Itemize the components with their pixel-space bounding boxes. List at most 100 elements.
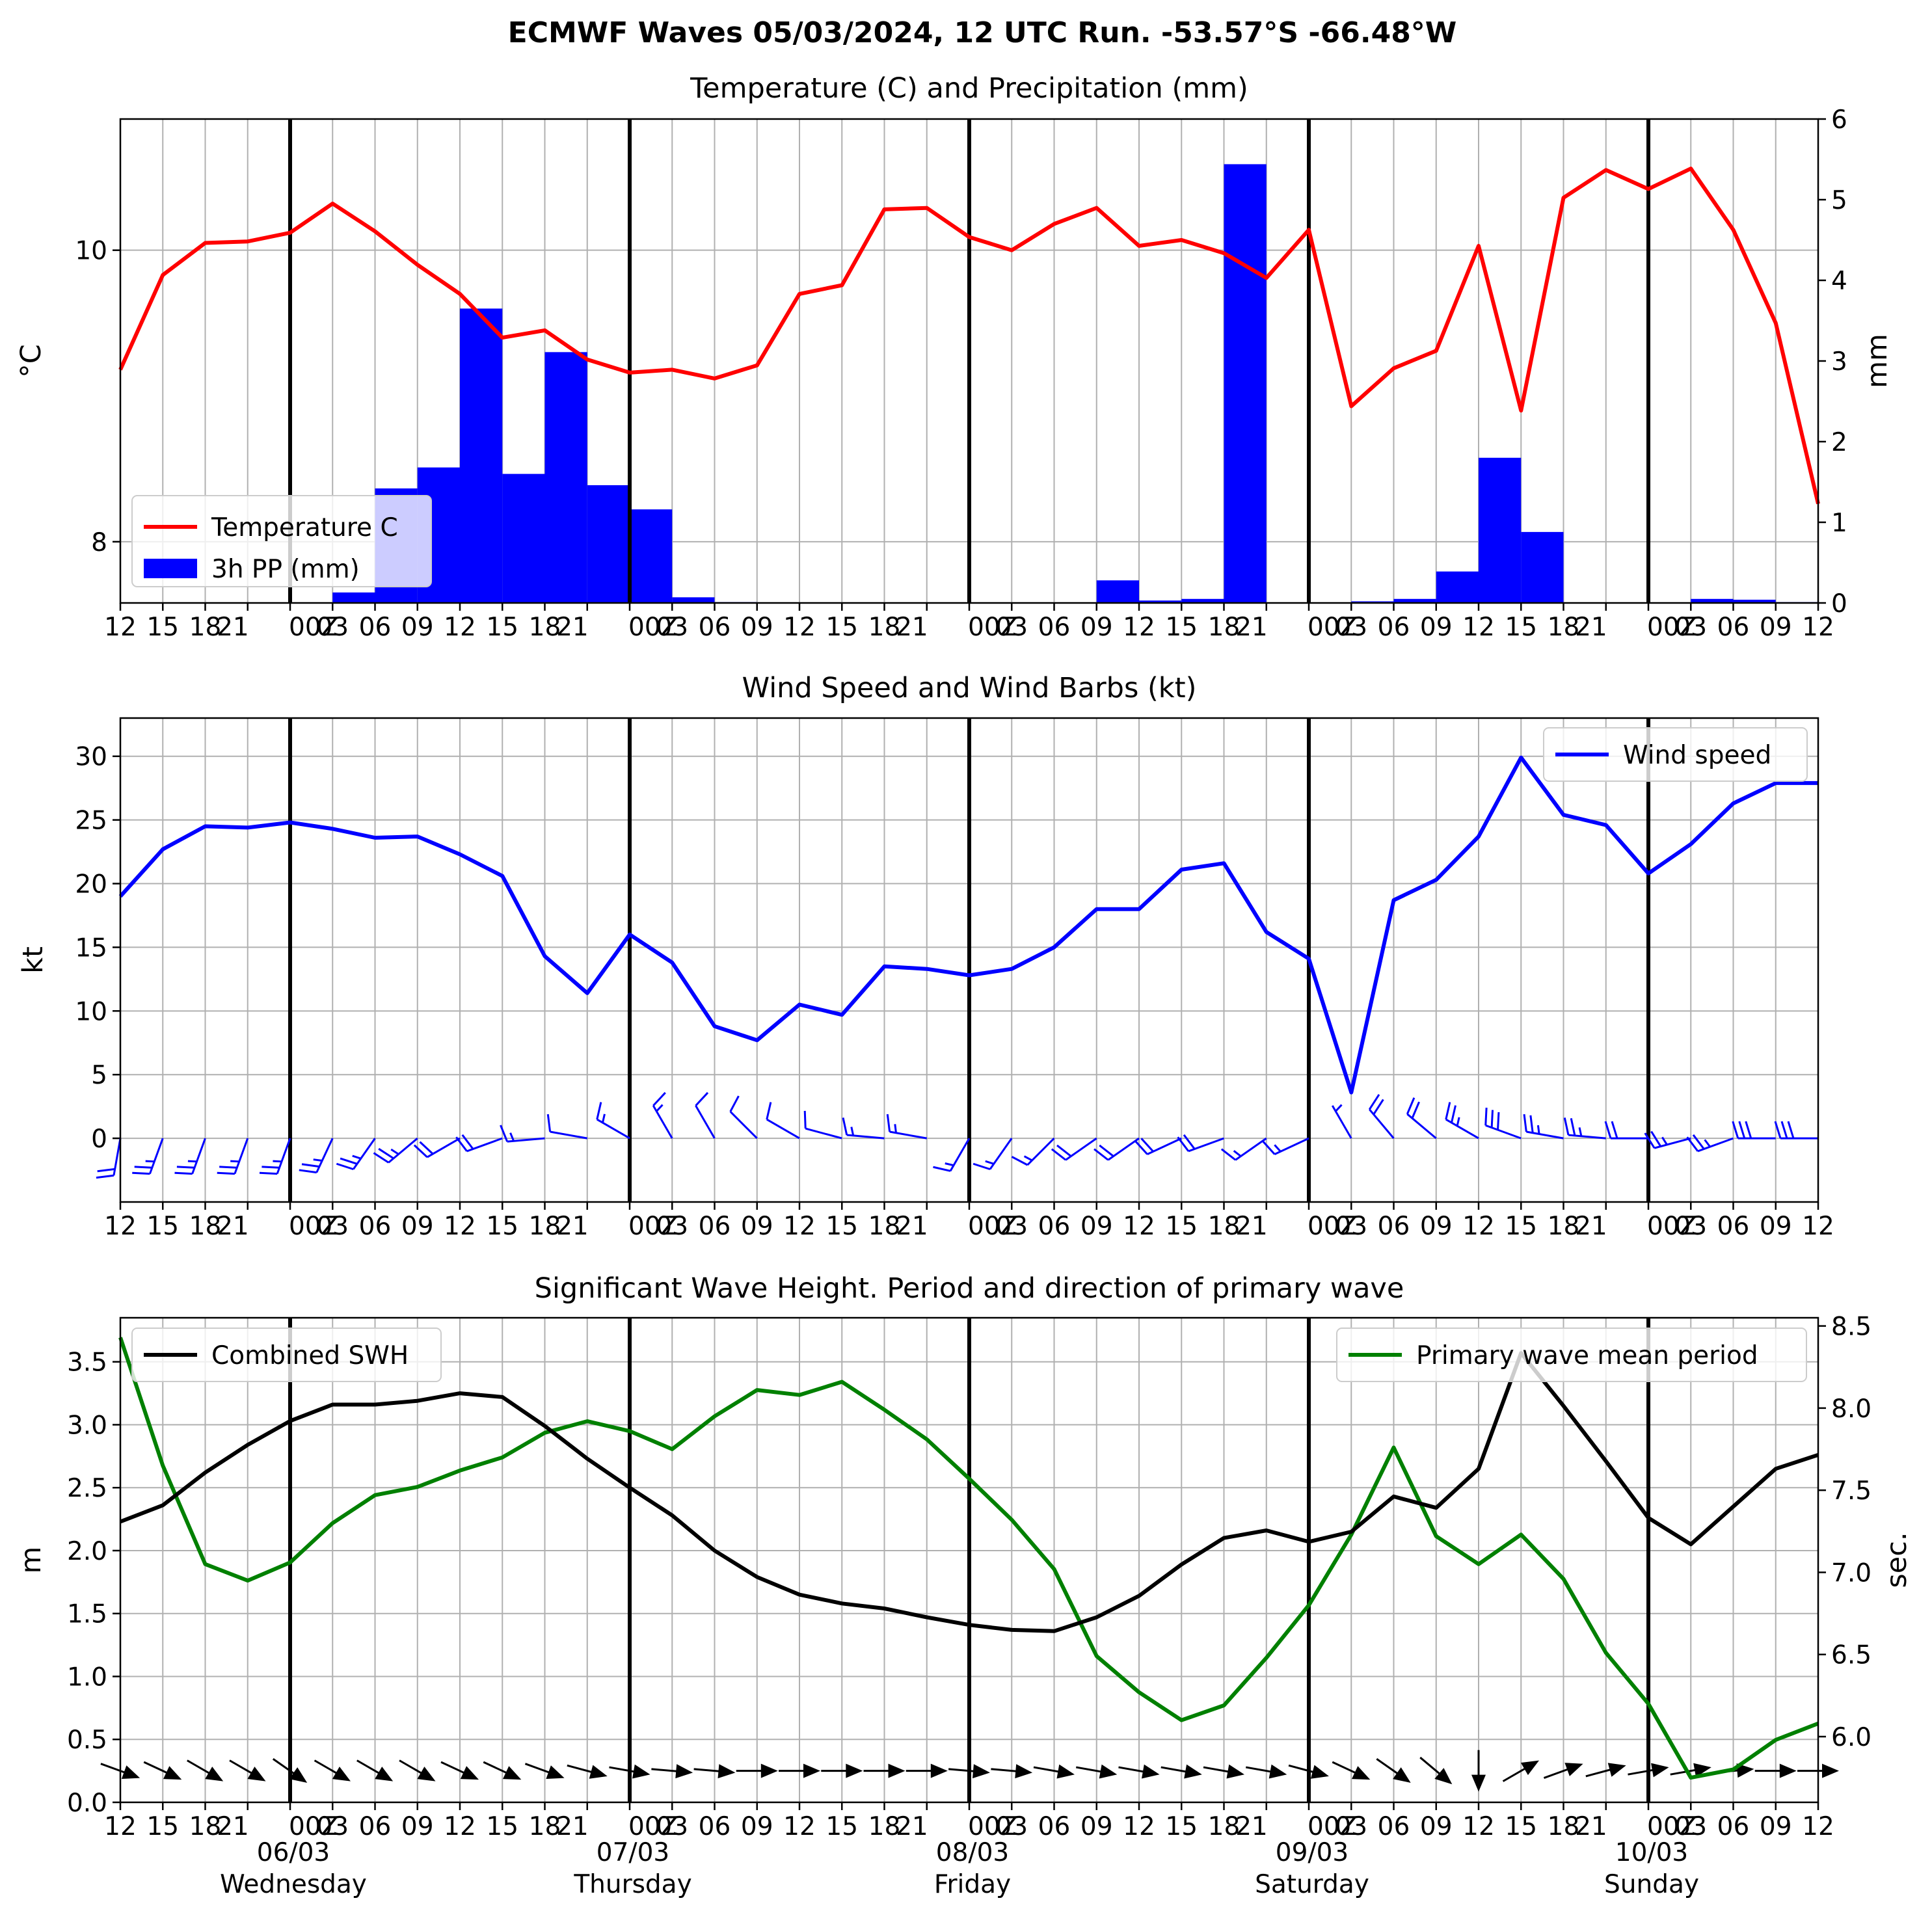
x-tick-label: 12	[104, 1812, 137, 1841]
x-tick-label: 03	[995, 613, 1028, 642]
wave-direction-arrow	[1118, 1764, 1160, 1779]
wind-barb	[1368, 1094, 1395, 1140]
wave-direction-arrow	[356, 1759, 394, 1782]
wind-barb	[973, 1138, 1013, 1171]
x-tick-label: 18	[529, 613, 561, 642]
wind-barb-feather	[461, 1134, 474, 1150]
wind-barb-feather	[1134, 1140, 1148, 1155]
wind-barb-feather	[1274, 1144, 1281, 1153]
wind-barb-feather	[766, 1102, 772, 1120]
x-tick-label: 21	[217, 1812, 249, 1841]
wind-barb-feather	[1051, 1148, 1067, 1161]
wind-barb-feather	[1644, 1132, 1656, 1149]
arrow-head	[1393, 1767, 1411, 1783]
wind-barb-feather	[601, 1114, 606, 1123]
wind-barb-feather	[500, 1125, 509, 1142]
wind-barb	[373, 1137, 418, 1164]
x-tick-label: 21	[1235, 1812, 1268, 1841]
date-label: 10/03	[1615, 1838, 1688, 1867]
wind-barb-feather	[1411, 1101, 1420, 1119]
x-tick-label: 18	[1208, 1812, 1241, 1841]
x-tick-label: 18	[868, 613, 901, 642]
wind-barb-feather	[230, 1160, 239, 1163]
x-tick-label: 06	[1717, 613, 1750, 642]
wind-barb-staff	[695, 1105, 716, 1139]
y-axis-label: m	[15, 1547, 47, 1574]
wind-barb-feather	[419, 1141, 434, 1155]
y-tick-label: 20	[75, 870, 107, 900]
x-tick-label: 18	[1548, 613, 1580, 642]
date-label: 06/03	[257, 1838, 330, 1867]
x-tick-label: 09	[1080, 613, 1113, 642]
day-label: Wednesday	[220, 1870, 367, 1899]
wave-direction-arrow	[1543, 1763, 1583, 1779]
wind-barb-feather	[842, 1117, 848, 1136]
wave-direction-arrow	[1754, 1763, 1797, 1778]
y-tick-label: 2.0	[67, 1537, 107, 1566]
wind-barb-feather	[1529, 1115, 1534, 1133]
y-tick-label: 2.5	[67, 1474, 107, 1503]
wind-barb	[1093, 1137, 1140, 1161]
wind-barb	[174, 1138, 206, 1175]
wave-direction-arrow	[1033, 1764, 1075, 1779]
x-tick-label: 21	[217, 1212, 249, 1241]
y-axis-label: °C	[15, 344, 47, 378]
precip-bar	[630, 509, 673, 603]
legend-box	[131, 1328, 442, 1382]
wind-barb-feather	[1563, 1117, 1570, 1136]
x-tick-label: 15	[1165, 613, 1198, 642]
wave-direction-arrow	[1471, 1750, 1486, 1792]
x-tick-label: 21	[1575, 613, 1607, 642]
wind-barb-feather	[1093, 1148, 1109, 1161]
precip-bar	[1691, 598, 1734, 603]
x-tick-label: 15	[825, 1212, 858, 1241]
x-tick-label: 15	[146, 1812, 179, 1841]
wind-barb-feather	[1570, 1118, 1576, 1136]
x-tick-label: 12	[1123, 1812, 1155, 1841]
x-tick-label: 00Z	[968, 1212, 1017, 1241]
wind-barb-feather	[850, 1127, 855, 1136]
wave-direction-arrow	[863, 1763, 906, 1778]
x-tick-label: 00Z	[968, 613, 1017, 642]
day-label: Thursday	[573, 1870, 691, 1899]
arrow-head	[1310, 1765, 1329, 1779]
y-right-tick-label: 7.5	[1831, 1476, 1872, 1506]
wave-direction-arrow	[609, 1764, 651, 1779]
arrow-head	[846, 1763, 863, 1778]
wind-barb-feather	[340, 1157, 358, 1165]
y-right-tick-label: 6.5	[1831, 1641, 1872, 1670]
precip-bar	[587, 485, 630, 603]
x-tick-label: 03	[656, 613, 688, 642]
x-tick-label: 12	[444, 1812, 476, 1841]
wind-barb-feather	[1445, 1102, 1451, 1120]
x-tick-label: 15	[825, 1812, 858, 1841]
wave-direction-arrow	[1332, 1761, 1371, 1780]
x-tick-label: 00Z	[968, 1812, 1017, 1841]
arrow-head	[546, 1765, 565, 1779]
wind-barb-feather	[729, 1095, 740, 1112]
x-tick-label: 00Z	[628, 1812, 678, 1841]
x-tick-label: 00Z	[1647, 1812, 1697, 1841]
x-tick-label: 15	[486, 613, 518, 642]
x-tick-label: 00Z	[289, 1212, 338, 1241]
wave-direction-arrow	[187, 1759, 224, 1782]
wave-direction-arrow	[1161, 1764, 1202, 1779]
wind-barb	[500, 1125, 545, 1143]
wave-direction-arrow	[1376, 1758, 1411, 1783]
x-tick-label: 15	[1505, 1212, 1537, 1241]
wind-barb-feather	[1578, 1127, 1583, 1137]
y-tick-label: 30	[75, 743, 107, 772]
arrow-head	[1520, 1760, 1539, 1776]
x-tick-label: 18	[1548, 1812, 1580, 1841]
arrow-head	[1184, 1764, 1202, 1779]
wind-speed-line	[118, 755, 1818, 1095]
wave-direction-arrow	[314, 1759, 351, 1782]
arrow-head	[503, 1766, 522, 1780]
x-tick-label: 00Z	[1308, 1812, 1357, 1841]
x-tick-label: 12	[1462, 613, 1495, 642]
wave-direction-arrow	[1075, 1764, 1118, 1779]
x-tick-label: 12	[444, 1212, 476, 1241]
wind-barb-feather	[1335, 1104, 1343, 1112]
wind-barb-feather	[1140, 1138, 1154, 1153]
wind-barb-feather	[1692, 1134, 1705, 1150]
